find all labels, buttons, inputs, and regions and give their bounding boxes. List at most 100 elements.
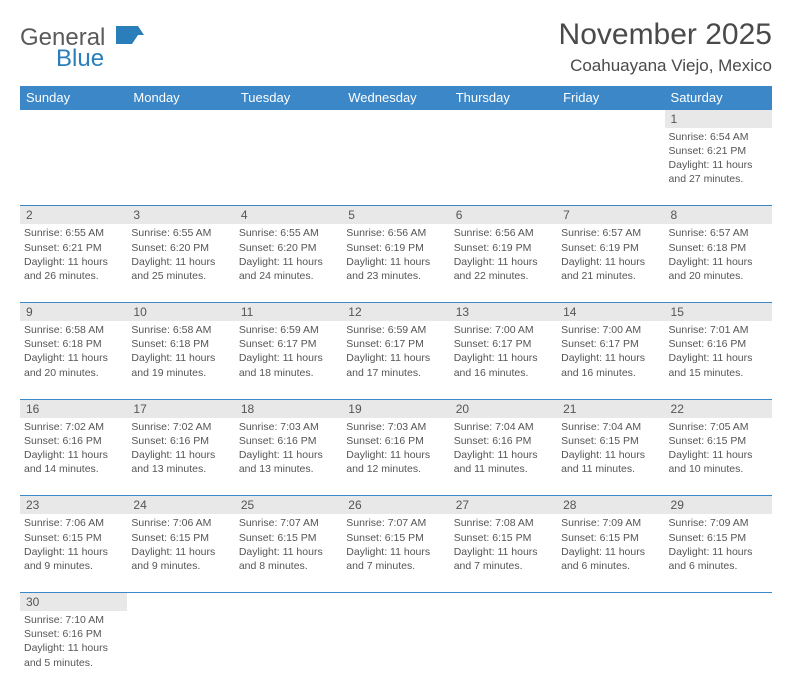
day-number: [235, 592, 342, 611]
sunrise-text: Sunrise: 6:56 AM: [346, 226, 445, 240]
day-number: 27: [450, 496, 557, 515]
day-cell: Sunrise: 6:54 AMSunset: 6:21 PMDaylight:…: [665, 128, 772, 206]
day-number: [450, 110, 557, 128]
sunset-text: Sunset: 6:15 PM: [239, 531, 338, 545]
day-cell: Sunrise: 7:03 AMSunset: 6:16 PMDaylight:…: [342, 418, 449, 496]
location: Coahuayana Viejo, Mexico: [559, 56, 772, 76]
sunrise-text: Sunrise: 6:57 AM: [561, 226, 660, 240]
week-content-row: Sunrise: 7:10 AMSunset: 6:16 PMDaylight:…: [20, 611, 772, 689]
day1-text: Daylight: 11 hours: [239, 448, 338, 462]
day2-text: and 8 minutes.: [239, 559, 338, 573]
weekday-header: Sunday: [20, 86, 127, 110]
day1-text: Daylight: 11 hours: [561, 545, 660, 559]
sunset-text: Sunset: 6:16 PM: [239, 434, 338, 448]
day-number: 17: [127, 399, 234, 418]
day-number: 3: [127, 206, 234, 225]
day-cell: Sunrise: 7:06 AMSunset: 6:15 PMDaylight:…: [20, 514, 127, 592]
sunrise-text: Sunrise: 7:06 AM: [131, 516, 230, 530]
day-number-row: 9101112131415: [20, 302, 772, 321]
day2-text: and 17 minutes.: [346, 366, 445, 380]
day-number: 23: [20, 496, 127, 515]
sunrise-text: Sunrise: 7:10 AM: [24, 613, 123, 627]
day1-text: Daylight: 11 hours: [239, 351, 338, 365]
day2-text: and 7 minutes.: [346, 559, 445, 573]
weekday-header: Thursday: [450, 86, 557, 110]
weekday-header: Friday: [557, 86, 664, 110]
day-cell: Sunrise: 6:55 AMSunset: 6:20 PMDaylight:…: [235, 224, 342, 302]
day2-text: and 18 minutes.: [239, 366, 338, 380]
sunset-text: Sunset: 6:15 PM: [454, 531, 553, 545]
day-number: 12: [342, 302, 449, 321]
sunrise-text: Sunrise: 7:03 AM: [346, 420, 445, 434]
day-number: 19: [342, 399, 449, 418]
sunset-text: Sunset: 6:15 PM: [561, 434, 660, 448]
sunset-text: Sunset: 6:16 PM: [669, 337, 768, 351]
day-number-row: 1: [20, 110, 772, 128]
day-cell: Sunrise: 6:59 AMSunset: 6:17 PMDaylight:…: [235, 321, 342, 399]
day2-text: and 14 minutes.: [24, 462, 123, 476]
day2-text: and 13 minutes.: [131, 462, 230, 476]
day1-text: Daylight: 11 hours: [131, 255, 230, 269]
day2-text: and 16 minutes.: [454, 366, 553, 380]
day-number: 14: [557, 302, 664, 321]
day-cell: Sunrise: 7:06 AMSunset: 6:15 PMDaylight:…: [127, 514, 234, 592]
day-cell: Sunrise: 7:07 AMSunset: 6:15 PMDaylight:…: [235, 514, 342, 592]
sunset-text: Sunset: 6:15 PM: [346, 531, 445, 545]
day-number: 26: [342, 496, 449, 515]
day-number: 18: [235, 399, 342, 418]
sunset-text: Sunset: 6:19 PM: [454, 241, 553, 255]
day2-text: and 20 minutes.: [24, 366, 123, 380]
sunrise-text: Sunrise: 6:59 AM: [239, 323, 338, 337]
day-cell: [557, 611, 664, 689]
day-number-row: 30: [20, 592, 772, 611]
sunset-text: Sunset: 6:15 PM: [669, 434, 768, 448]
day1-text: Daylight: 11 hours: [454, 351, 553, 365]
day-cell: Sunrise: 6:55 AMSunset: 6:20 PMDaylight:…: [127, 224, 234, 302]
sunrise-text: Sunrise: 7:04 AM: [561, 420, 660, 434]
day-number: 10: [127, 302, 234, 321]
day1-text: Daylight: 11 hours: [24, 545, 123, 559]
day-number: 4: [235, 206, 342, 225]
day-cell: [665, 611, 772, 689]
day-number: 21: [557, 399, 664, 418]
day-number: 20: [450, 399, 557, 418]
day-cell: [235, 611, 342, 689]
day-number: 13: [450, 302, 557, 321]
sunrise-text: Sunrise: 6:59 AM: [346, 323, 445, 337]
sunrise-text: Sunrise: 6:55 AM: [24, 226, 123, 240]
day-number: 25: [235, 496, 342, 515]
sunset-text: Sunset: 6:17 PM: [454, 337, 553, 351]
day-number-row: 23242526272829: [20, 496, 772, 515]
day2-text: and 9 minutes.: [24, 559, 123, 573]
day1-text: Daylight: 11 hours: [346, 351, 445, 365]
sunset-text: Sunset: 6:19 PM: [346, 241, 445, 255]
sunrise-text: Sunrise: 7:00 AM: [454, 323, 553, 337]
weekday-header: Saturday: [665, 86, 772, 110]
sunset-text: Sunset: 6:21 PM: [669, 144, 768, 158]
day-number: 2: [20, 206, 127, 225]
day2-text: and 11 minutes.: [561, 462, 660, 476]
day1-text: Daylight: 11 hours: [561, 255, 660, 269]
day-number: [127, 110, 234, 128]
day-number: 24: [127, 496, 234, 515]
sunset-text: Sunset: 6:21 PM: [24, 241, 123, 255]
day-cell: [127, 128, 234, 206]
sunset-text: Sunset: 6:18 PM: [24, 337, 123, 351]
day2-text: and 11 minutes.: [454, 462, 553, 476]
day2-text: and 25 minutes.: [131, 269, 230, 283]
day-number: [342, 592, 449, 611]
weekday-header: Monday: [127, 86, 234, 110]
sunrise-text: Sunrise: 7:06 AM: [24, 516, 123, 530]
day2-text: and 6 minutes.: [561, 559, 660, 573]
day-number: 9: [20, 302, 127, 321]
day-number: 15: [665, 302, 772, 321]
day2-text: and 16 minutes.: [561, 366, 660, 380]
day1-text: Daylight: 11 hours: [24, 448, 123, 462]
day2-text: and 13 minutes.: [239, 462, 338, 476]
day-number: [557, 592, 664, 611]
sunrise-text: Sunrise: 7:04 AM: [454, 420, 553, 434]
sunset-text: Sunset: 6:15 PM: [131, 531, 230, 545]
day-number: 6: [450, 206, 557, 225]
day-number: [342, 110, 449, 128]
sunrise-text: Sunrise: 7:02 AM: [24, 420, 123, 434]
